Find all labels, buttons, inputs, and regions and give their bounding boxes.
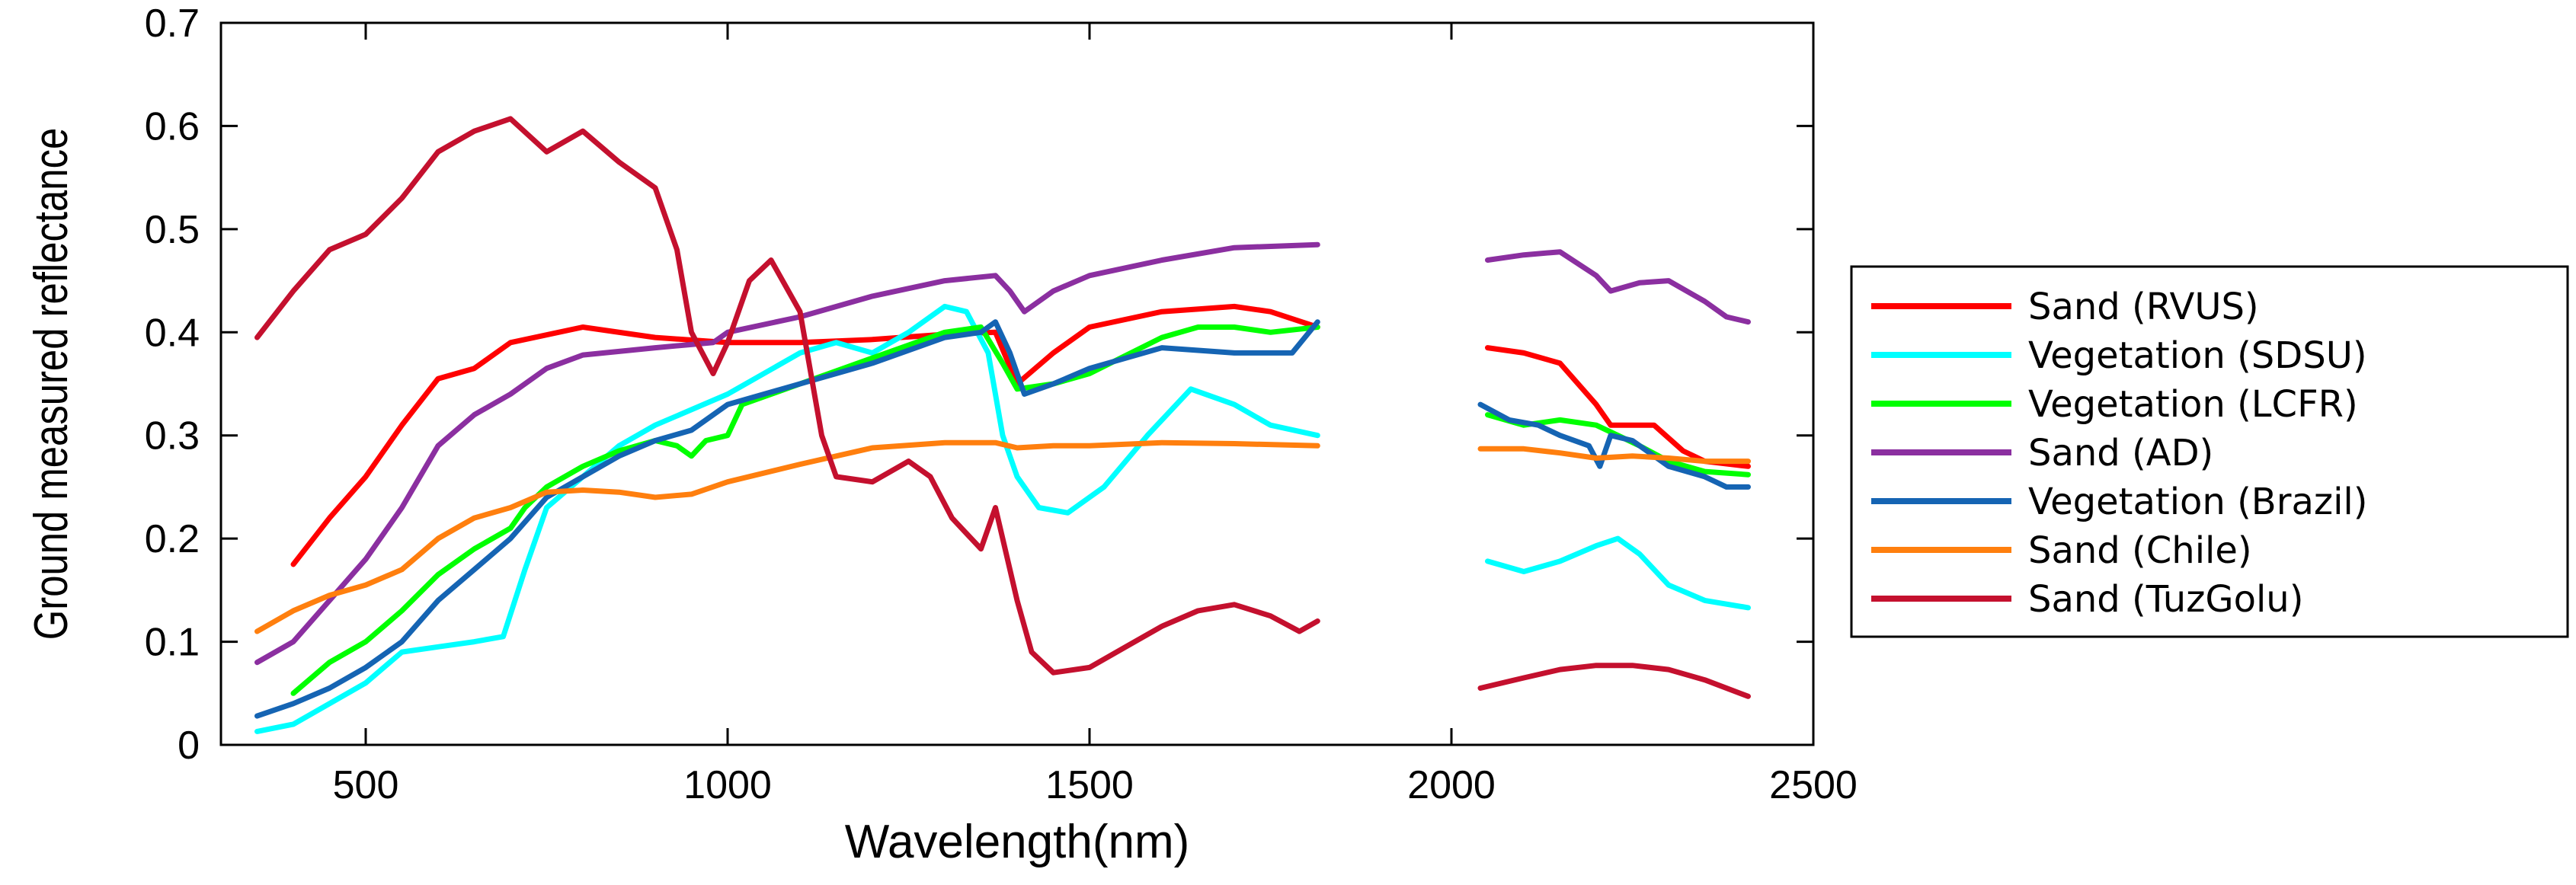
series-line-sand-chile-segment-2: [1477, 446, 1751, 465]
x-tick-label: 500: [333, 763, 399, 807]
legend-label-sand-rvus: Sand (RVUS): [2028, 286, 2259, 328]
y-tick-label: 0.2: [145, 517, 200, 561]
series-line-vegetation-brazil-segment-1: [254, 319, 1320, 719]
plot-area-frame: [219, 21, 1815, 746]
legend-label-sand-tuzgolu: Sand (TuzGolu): [2028, 578, 2303, 621]
x-tick-label: 1500: [1045, 763, 1134, 807]
x-tick-label: 2500: [1769, 763, 1858, 807]
legend-label-vegetation-lcfr: Vegetation (LCFR): [2028, 383, 2358, 426]
legend-label-vegetation-sdsu: Vegetation (SDSU): [2028, 334, 2367, 377]
y-tick-label: 0.6: [145, 104, 200, 149]
series-line-sand-rvus-segment-2: [1485, 345, 1751, 469]
y-tick-label: 0: [178, 724, 200, 768]
y-tick-label: 0.1: [145, 621, 200, 665]
x-tick-label: 1000: [683, 763, 772, 807]
series-line-vegetation-brazil-segment-2: [1477, 401, 1751, 490]
y-tick-labels: 0 0.1 0.2 0.3 0.4 0.5 0.6 0.7: [145, 2, 200, 768]
legend-label-vegetation-brazil: Vegetation (Brazil): [2028, 481, 2367, 523]
legend-label-sand-ad: Sand (AD): [2028, 432, 2213, 474]
x-axis-title: Wavelength(nm): [845, 816, 1190, 868]
y-tick-label: 0.4: [145, 311, 200, 355]
series-line-sand-tuzgolu-segment-2: [1477, 663, 1751, 699]
legend-label-sand-chile: Sand (Chile): [2028, 529, 2252, 572]
y-tick-label: 0.3: [145, 414, 200, 458]
series-lines: [254, 116, 1751, 734]
series-line-vegetation-sdsu-segment-2: [1485, 535, 1751, 611]
y-tick-label: 0.5: [145, 208, 200, 252]
x-tick-labels: 500 1000 1500 2000 2500: [333, 763, 1858, 807]
axis-ticks: [221, 21, 1815, 746]
series-line-sand-ad-segment-2: [1485, 249, 1751, 325]
y-axis-title: Ground measured reflectance: [25, 128, 78, 641]
series-line-sand-chile-segment-1: [254, 439, 1320, 634]
y-tick-label: 0.7: [145, 2, 200, 46]
series-line-vegetation-sdsu-segment-1: [254, 303, 1320, 734]
legend: Sand (RVUS) Vegetation (SDSU) Vegetation (…: [1850, 265, 2569, 638]
series-line-sand-rvus-segment-1: [290, 303, 1320, 567]
series-line-sand-ad-segment-1: [254, 241, 1320, 666]
series-line-sand-tuzgolu-segment-1: [254, 116, 1320, 676]
x-tick-label: 2000: [1407, 763, 1496, 807]
